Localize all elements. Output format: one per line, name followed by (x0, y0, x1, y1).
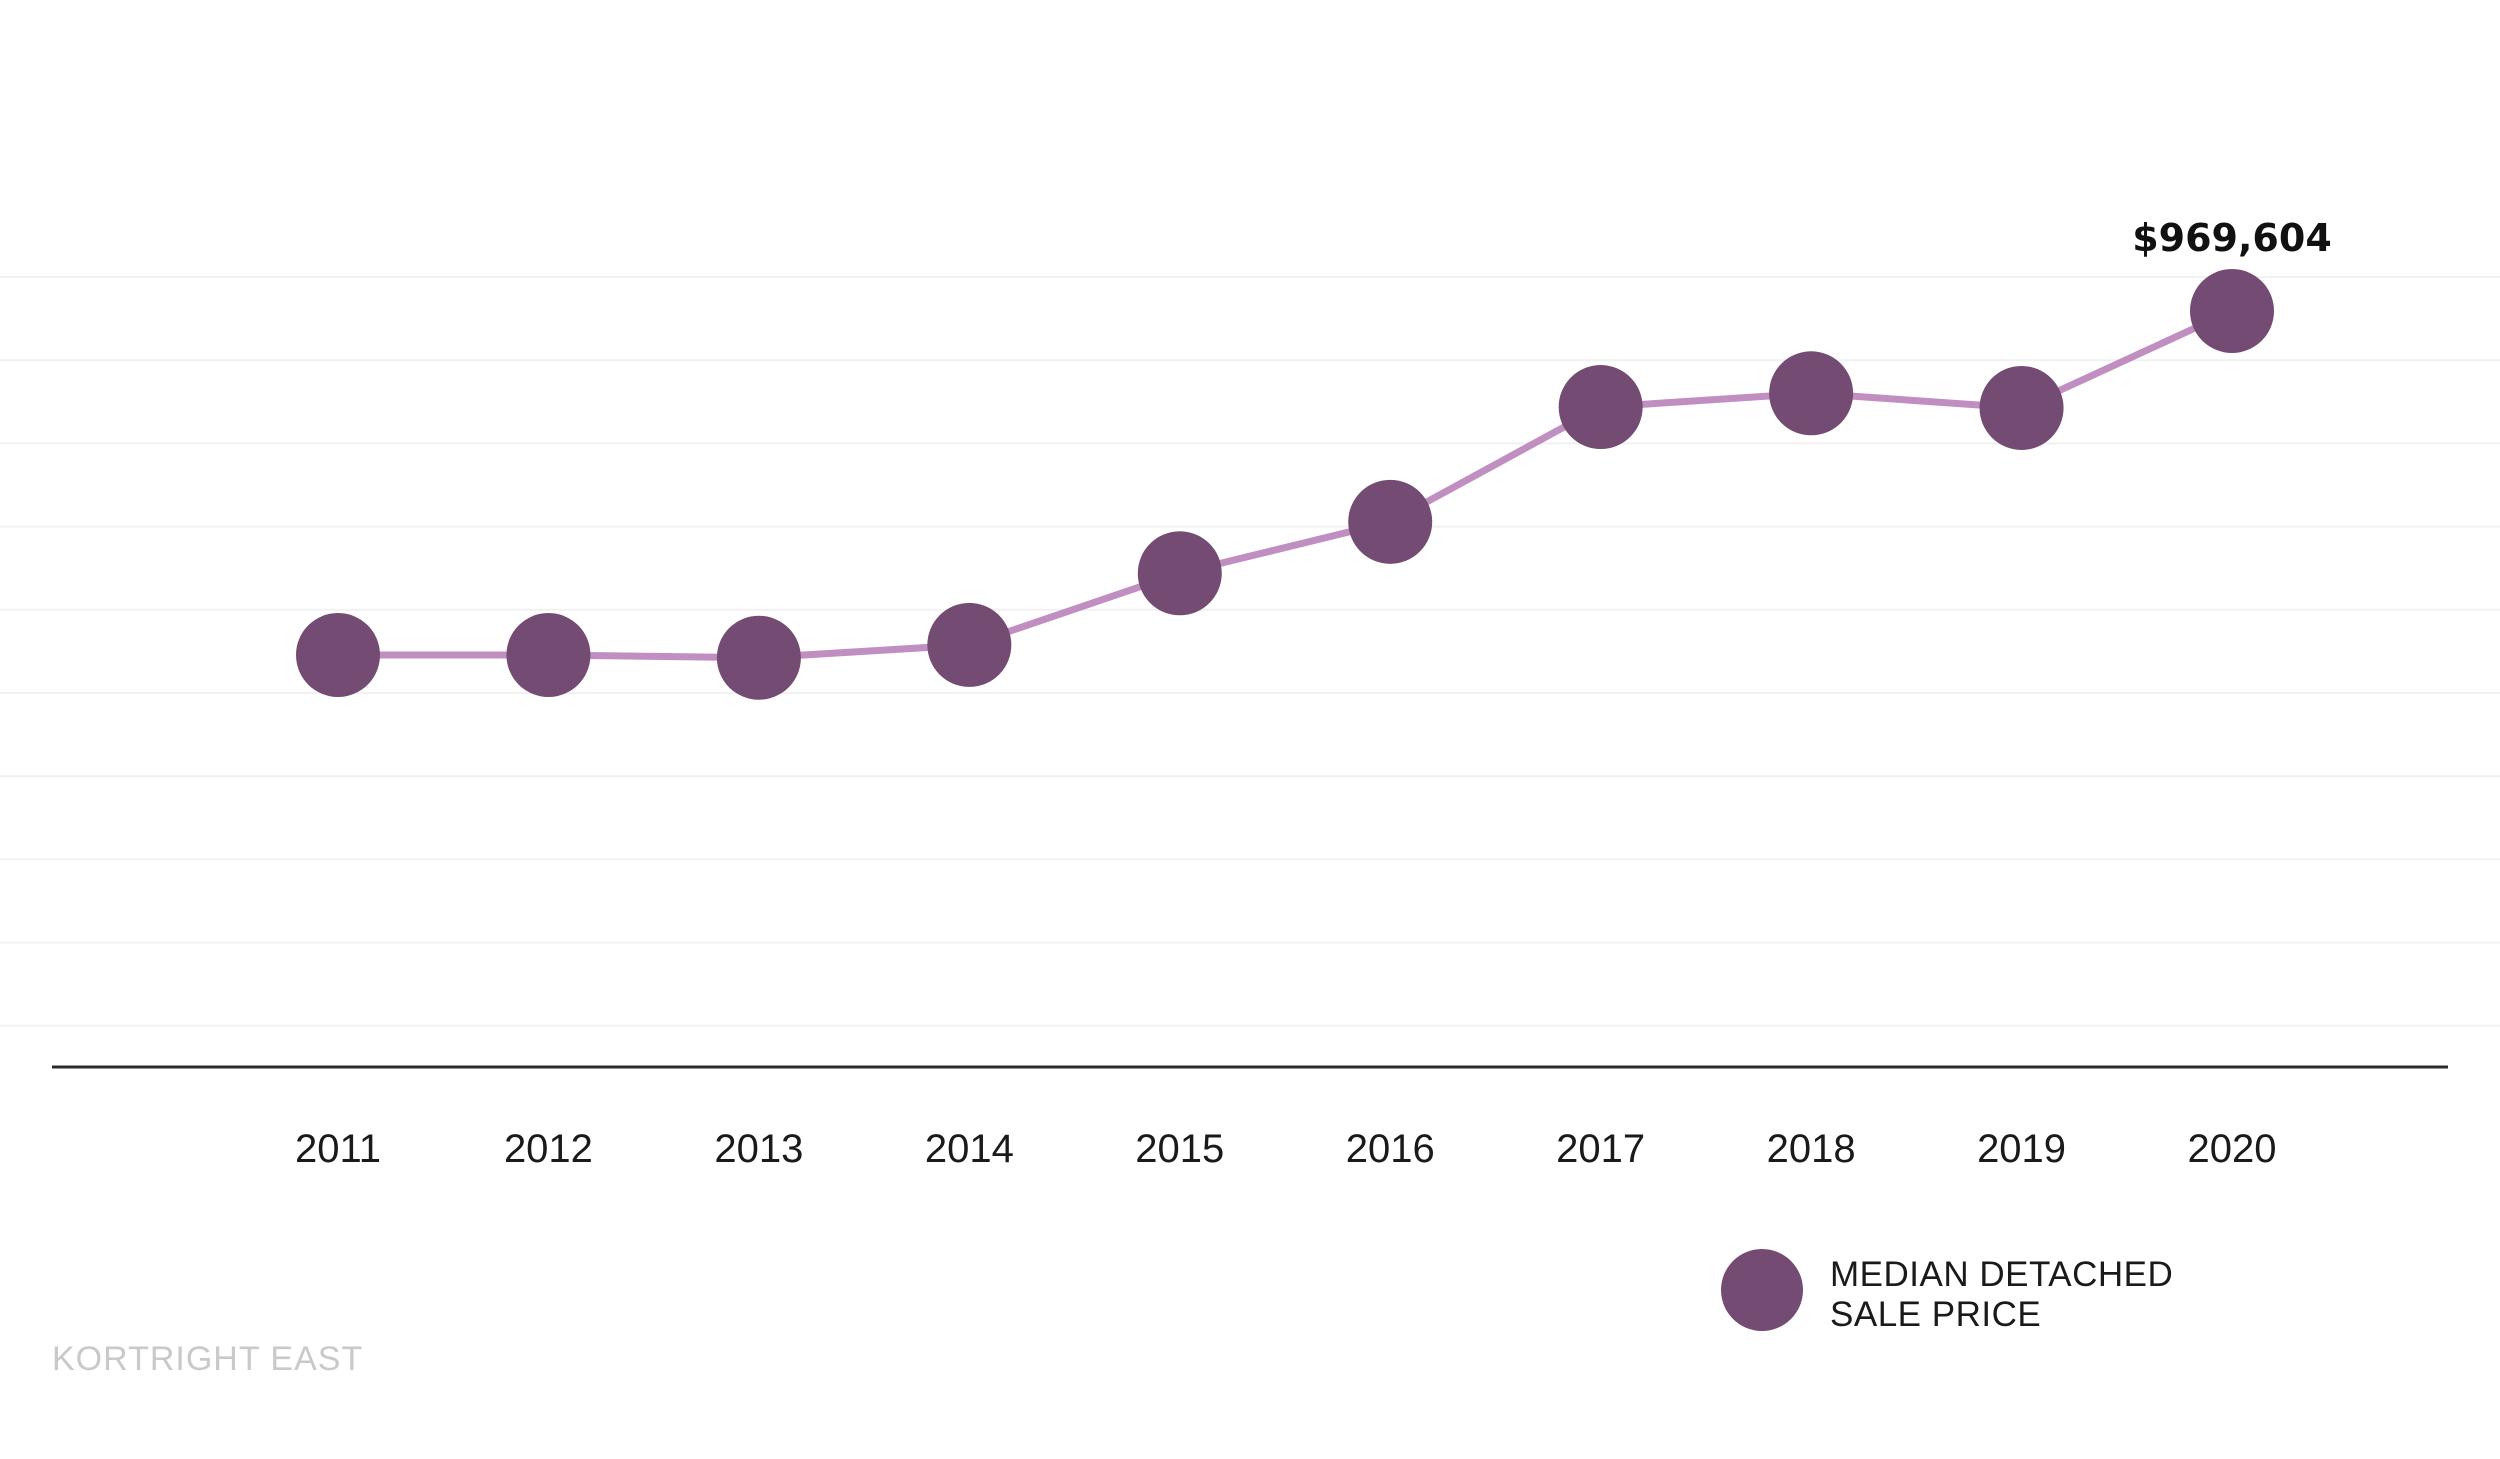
data-point-2018 (1769, 351, 1854, 436)
data-point-2015 (1137, 531, 1222, 616)
x-tick-label-2011: 2011 (295, 1127, 381, 1171)
legend-label-line-2: SALE PRICE (1830, 1295, 2041, 1334)
data-point-2014 (927, 602, 1012, 687)
data-point-2020 (2190, 269, 2274, 353)
legend-label-line-1: MEDIAN DETACHED (1830, 1255, 2173, 1294)
data-point-2016 (1348, 479, 1433, 564)
annotations: $969,604 (2132, 216, 2332, 260)
data-point-2012 (506, 613, 591, 697)
gridlines (0, 276, 2500, 1027)
x-tick-label-2019: 2019 (1977, 1127, 2066, 1171)
x-tick-labels: 2011 2012 2013 2014 2015 2016 2017 2018 2019 2020 (295, 1127, 2277, 1171)
legend-marker (1721, 1249, 1803, 1331)
x-tick-label-2017: 2017 (1556, 1127, 1645, 1171)
series-line (338, 307, 2234, 662)
series-markers (296, 269, 2274, 700)
x-tick-label-2016: 2016 (1346, 1127, 1435, 1171)
series-line-layer (338, 307, 2234, 662)
x-tick-label-2015: 2015 (1135, 1127, 1224, 1171)
x-tick-label-2013: 2013 (714, 1127, 803, 1171)
data-point-2011 (296, 613, 380, 697)
watermark-text: KORTRIGHT EAST (52, 1340, 363, 1378)
data-point-2013 (716, 615, 801, 700)
legend: MEDIAN DETACHED SALE PRICE (1721, 1249, 2173, 1334)
x-tick-label-2014: 2014 (925, 1127, 1014, 1171)
data-point-2019 (1979, 365, 2064, 450)
x-tick-label-2020: 2020 (2188, 1127, 2277, 1171)
x-tick-label-2012: 2012 (504, 1127, 593, 1171)
data-label-2020: $969,604 (2132, 216, 2332, 260)
data-point-2017 (1558, 365, 1643, 450)
x-tick-label-2018: 2018 (1767, 1127, 1856, 1171)
